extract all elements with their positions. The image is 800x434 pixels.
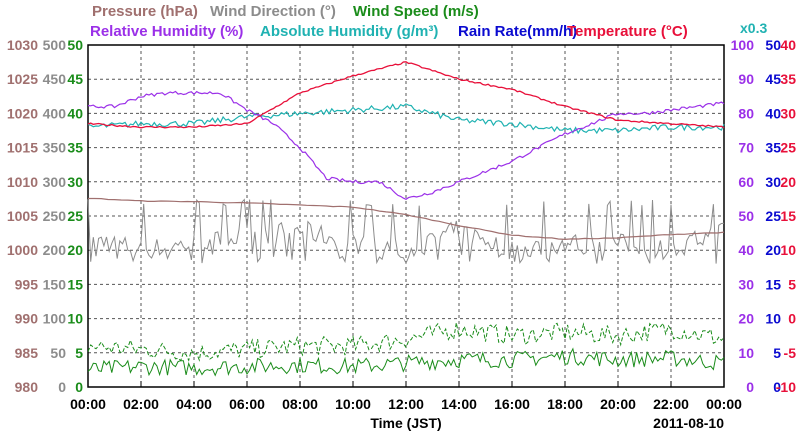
wind_speed-tick-label: 35: [67, 140, 83, 156]
x-tick-label: 18:00: [547, 396, 583, 412]
temperature-tick-label: 0: [788, 311, 796, 327]
wind_direction-tick-label: 150: [43, 276, 67, 292]
relative_humidity-tick-label: 60: [738, 174, 754, 190]
temperature-tick-label: -10: [776, 379, 796, 395]
x-tick-label: 04:00: [176, 396, 212, 412]
relative_humidity-tick-label: 50: [738, 208, 754, 224]
temperature-tick-label: -5: [784, 345, 797, 361]
relative_humidity-tick-label: 80: [738, 105, 754, 121]
wind_direction-tick-label: 450: [43, 71, 67, 87]
pressure-tick-label: 1030: [7, 37, 38, 53]
wind_direction-tick-label: 0: [58, 379, 66, 395]
pressure-tick-label: 1015: [7, 140, 38, 156]
x-tick-label: 08:00: [282, 396, 318, 412]
wind_direction-tick-label: 400: [43, 105, 67, 121]
wind_speed-tick-label: 30: [67, 174, 83, 190]
legend-absolute_humidity: Absolute Humidity (g/m³): [260, 23, 438, 40]
temperature-tick-label: 5: [788, 276, 796, 292]
wind_speed-tick-label: 5: [75, 345, 83, 361]
relative_humidity-tick-label: 90: [738, 71, 754, 87]
relative_humidity-tick-label: 0: [746, 379, 754, 395]
pressure-tick-label: 1010: [7, 174, 38, 190]
relative_humidity-tick-label: 10: [738, 345, 754, 361]
rain_rate-tick-label: 45: [765, 71, 781, 87]
wind_direction-tick-label: 250: [43, 208, 67, 224]
date-label: 2011-08-10: [653, 415, 724, 431]
pressure-tick-label: 1020: [7, 105, 38, 121]
x-axis-label: Time (JST): [370, 415, 441, 431]
legend-relative_humidity: Relative Humidity (%): [90, 23, 243, 40]
x-tick-label: 20:00: [600, 396, 636, 412]
wind-direction-line: [87, 198, 725, 265]
wind_speed-tick-label: 10: [67, 311, 83, 327]
x-tick-label: 00:00: [706, 396, 742, 412]
x-tick-label: 10:00: [335, 396, 371, 412]
wind_direction-tick-label: 100: [43, 311, 67, 327]
rain_rate-tick-label: 35: [765, 140, 781, 156]
legend-wind_direction: Wind Direction (°): [210, 3, 336, 20]
x-tick-label: 00:00: [70, 396, 106, 412]
pressure-tick-label: 990: [15, 311, 39, 327]
legend-temperature: Temperature (°C): [567, 23, 688, 40]
wind-gust-line: [87, 322, 725, 362]
x-tick-label: 12:00: [388, 396, 424, 412]
rain_rate-tick-label: 25: [765, 208, 781, 224]
legend-rain_rate: Rain Rate(mm/h): [458, 23, 577, 40]
rain_rate-tick-label: 10: [765, 311, 781, 327]
wind-speed-line: [87, 347, 725, 377]
wind_direction-tick-label: 300: [43, 174, 67, 190]
relative_humidity-tick-label: 20: [738, 311, 754, 327]
temperature-tick-label: 15: [780, 208, 796, 224]
relative_humidity-tick-label: 70: [738, 140, 754, 156]
rain_rate-tick-label: 0: [773, 379, 781, 395]
pressure-tick-label: 1025: [7, 71, 38, 87]
temperature-line: [87, 61, 725, 129]
rain_rate-tick-label: 5: [773, 345, 781, 361]
relative_humidity-tick-label: 40: [738, 242, 754, 258]
temperature-tick-label: 20: [780, 174, 796, 190]
rain_rate-tick-label: 20: [765, 242, 781, 258]
x-tick-label: 16:00: [494, 396, 530, 412]
temperature-tick-label: 35: [780, 71, 796, 87]
wind_speed-tick-label: 15: [67, 276, 83, 292]
relative-humidity-line: [87, 90, 725, 200]
x-tick-label: 14:00: [441, 396, 477, 412]
pressure-tick-label: 980: [15, 379, 39, 395]
x-tick-label: 06:00: [229, 396, 265, 412]
wind_direction-tick-label: 500: [43, 37, 67, 53]
pressure-line: [88, 197, 725, 241]
wind_speed-tick-label: 0: [75, 379, 83, 395]
rain_rate-tick-label: 15: [765, 276, 781, 292]
pressure-tick-label: 1000: [7, 242, 38, 258]
x-tick-label: 02:00: [123, 396, 159, 412]
rain_rate-tick-label: 40: [765, 105, 781, 121]
wind_speed-tick-label: 45: [67, 71, 83, 87]
relative_humidity-tick-label: 100: [731, 37, 755, 53]
wind_direction-tick-label: 350: [43, 140, 67, 156]
wind_speed-tick-label: 50: [67, 37, 83, 53]
wind_direction-tick-label: 200: [43, 242, 67, 258]
pressure-tick-label: 995: [15, 276, 39, 292]
wind_speed-tick-label: 20: [67, 242, 83, 258]
pressure-tick-label: 985: [15, 345, 39, 361]
wind_speed-tick-label: 25: [67, 208, 83, 224]
relative_humidity-tick-label: 30: [738, 276, 754, 292]
rain_rate-tick-label: 30: [765, 174, 781, 190]
legend-wind_speed: Wind Speed (m/s): [353, 3, 479, 20]
absolute-humidity-scale-note: x0.3: [740, 20, 767, 36]
temperature-tick-label: 25: [780, 140, 796, 156]
legend-pressure: Pressure (hPa): [92, 3, 198, 20]
wind_direction-tick-label: 50: [50, 345, 66, 361]
wind_speed-tick-label: 40: [67, 105, 83, 121]
rain_rate-tick-label: 50: [765, 37, 781, 53]
temperature-tick-label: 30: [780, 105, 796, 121]
pressure-tick-label: 1005: [7, 208, 38, 224]
x-tick-label: 22:00: [653, 396, 689, 412]
temperature-tick-label: 40: [780, 37, 796, 53]
temperature-tick-label: 10: [780, 242, 796, 258]
absolute-humidity-line: [87, 103, 725, 135]
